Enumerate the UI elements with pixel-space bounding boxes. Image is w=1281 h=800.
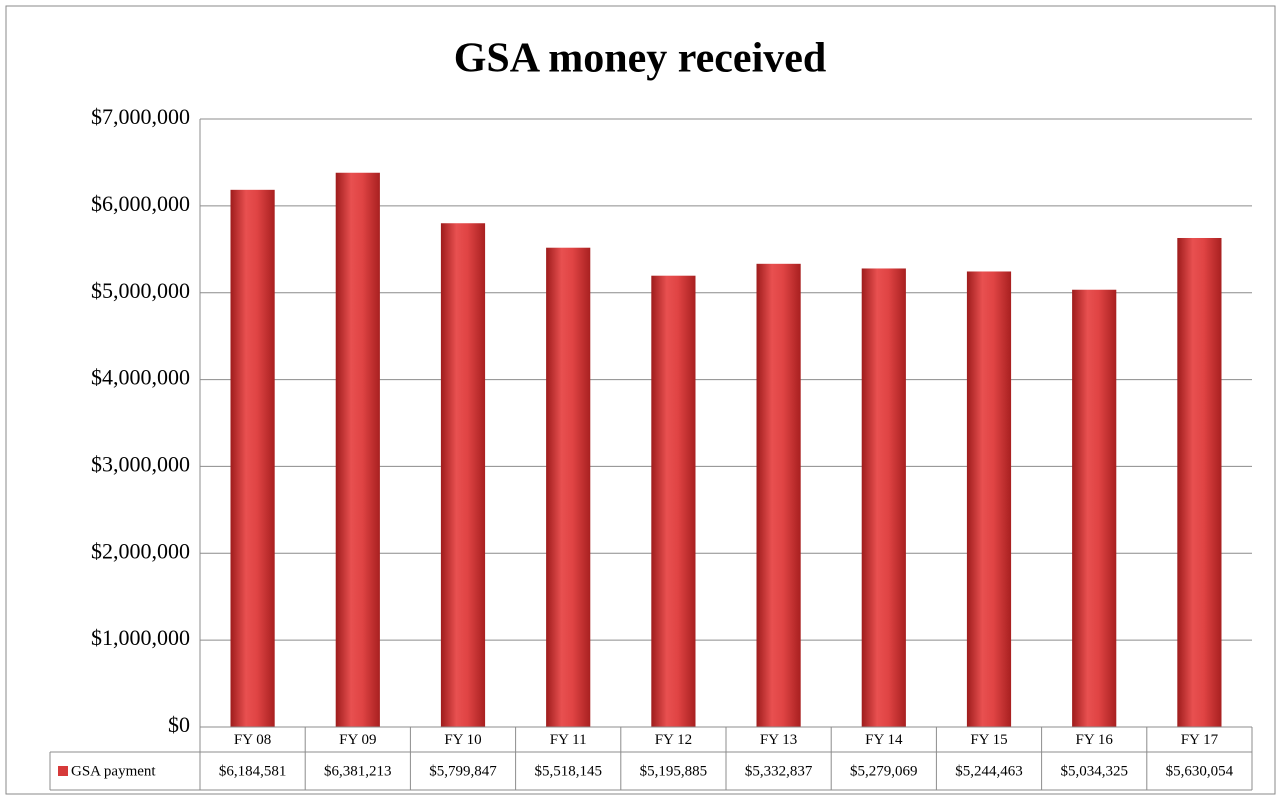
x-tick-label: FY 17 (1181, 732, 1219, 748)
chart-border (5, 5, 1276, 795)
x-tick-label: FY 09 (339, 732, 376, 748)
x-tick-label: FY 11 (550, 732, 587, 748)
bar (651, 275, 696, 727)
y-tick-label: $0 (168, 712, 190, 737)
chart-title: GSA money received (454, 36, 827, 82)
table-value: $5,799,847 (429, 763, 497, 779)
bar (756, 263, 801, 727)
y-tick-label: $5,000,000 (91, 278, 190, 303)
y-tick-label: $3,000,000 (91, 451, 190, 476)
bar (861, 268, 906, 727)
bar (230, 189, 275, 728)
table-value: $5,279,069 (850, 763, 918, 779)
legend-label: GSA payment (71, 763, 156, 779)
table-value: $5,034,325 (1060, 763, 1128, 779)
bar (440, 223, 486, 727)
x-tick-label: FY 16 (1076, 732, 1114, 748)
x-tick-label: FY 14 (865, 732, 903, 748)
y-tick-label: $1,000,000 (91, 625, 190, 650)
x-tick-label: FY 15 (970, 732, 1007, 748)
x-tick-label: FY 13 (760, 732, 797, 748)
table-value: $5,195,885 (640, 763, 708, 779)
bar (546, 247, 591, 727)
table-value: $5,630,054 (1166, 763, 1234, 779)
y-tick-label: $7,000,000 (91, 104, 190, 129)
y-tick-label: $6,000,000 (91, 191, 190, 216)
legend-swatch (58, 766, 68, 776)
table-value: $5,332,837 (745, 763, 813, 779)
table-value: $5,244,463 (955, 763, 1023, 779)
bar (335, 172, 380, 727)
bar (1072, 289, 1117, 727)
x-tick-label: FY 12 (655, 732, 692, 748)
x-tick-label: FY 10 (444, 732, 481, 748)
x-tick-label: FY 08 (234, 732, 271, 748)
y-tick-label: $2,000,000 (91, 538, 190, 563)
table-value: $6,184,581 (219, 763, 287, 779)
y-tick-label: $4,000,000 (91, 365, 190, 390)
bar (1177, 237, 1222, 727)
table-value: $6,381,213 (324, 763, 392, 779)
bar (966, 271, 1012, 727)
table-value: $5,518,145 (534, 763, 602, 779)
